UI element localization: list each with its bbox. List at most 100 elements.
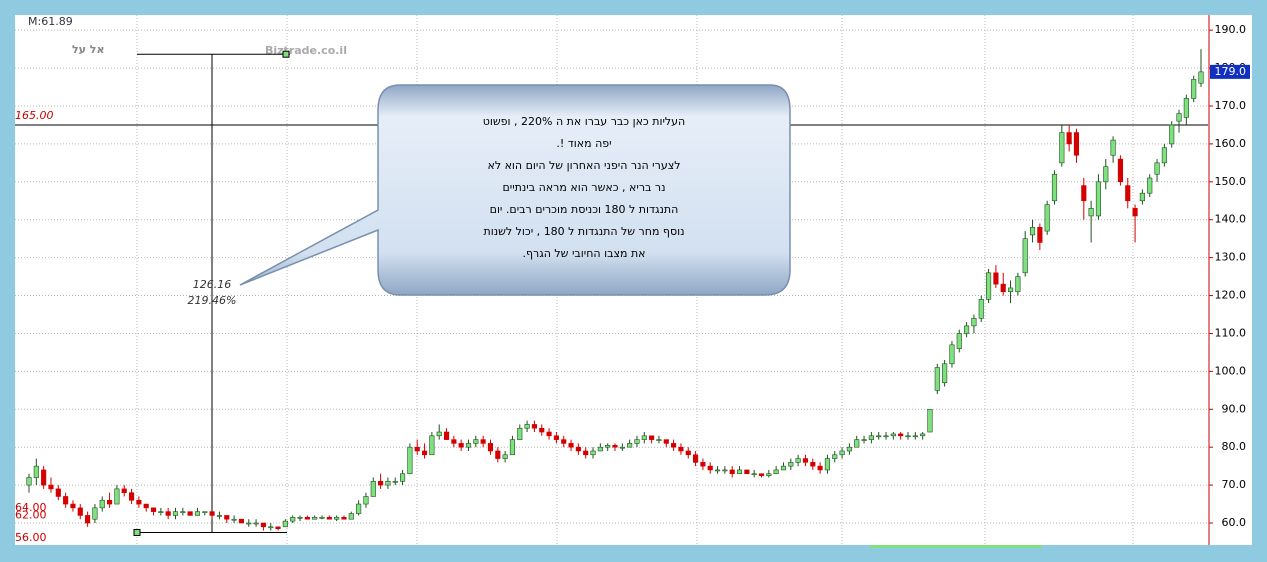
candle-body [202, 511, 208, 513]
candle-body [238, 518, 244, 524]
candle-body [421, 450, 428, 456]
candle-body [949, 344, 955, 365]
candle-body [1198, 71, 1204, 84]
candle-body [260, 522, 266, 528]
candle-body [590, 450, 596, 456]
watermark: Biztrade.co.il [265, 44, 347, 57]
candle-body [824, 458, 830, 471]
candle-body [1191, 79, 1197, 99]
candle-body [1110, 139, 1116, 156]
candle-body [348, 513, 354, 520]
candle-body [473, 439, 479, 444]
candle-body [780, 465, 787, 471]
candle-body [583, 450, 589, 456]
axis-area [1208, 15, 1252, 545]
candle-body [128, 492, 135, 501]
candle-body [678, 446, 684, 452]
candle-body [363, 496, 369, 505]
candle-body [795, 458, 801, 463]
candle-body [1125, 185, 1131, 202]
candle-body [1066, 132, 1072, 145]
candle-body [832, 454, 838, 459]
y-tick-label: 60.0 [1222, 516, 1247, 529]
candle-body [231, 518, 237, 521]
callout-line: יפה מאוד !. [556, 137, 611, 150]
candle-body [370, 481, 376, 497]
candle-body [268, 526, 274, 529]
candle-body [1000, 283, 1006, 293]
level-label: 62.00 [15, 508, 47, 521]
candle-body [561, 439, 567, 444]
candle-body [714, 469, 721, 472]
y-tick-label: 140.0 [1215, 213, 1247, 226]
candle-body [1154, 162, 1160, 175]
candle-body [788, 462, 794, 467]
candle-body [436, 431, 442, 437]
candle-body [400, 473, 406, 482]
candle-body [414, 446, 420, 452]
candle-body [77, 507, 83, 516]
measure-label: 219.46% [188, 294, 237, 307]
candle-body [246, 522, 252, 525]
candle-body [172, 511, 179, 516]
candle-body [546, 431, 552, 437]
measure-label: 126.16 [193, 278, 232, 291]
candle-body [1088, 208, 1094, 217]
callout-line: העליות כאן כבר עברו את ה 220% , ופשוט [483, 115, 686, 128]
candle-body [568, 443, 574, 448]
candle-body [495, 450, 501, 459]
candle-body [341, 517, 347, 520]
candle-body [964, 325, 970, 334]
candle-body [1051, 173, 1058, 202]
candle-body [736, 469, 743, 475]
candle-body [165, 511, 171, 516]
candle-body [861, 439, 867, 441]
candle-body [70, 503, 76, 509]
candle-body [810, 462, 816, 467]
candle-body [597, 446, 603, 452]
y-tick-label: 100.0 [1215, 364, 1247, 377]
candle-body [905, 435, 911, 438]
y-tick-label: 80.0 [1222, 440, 1247, 453]
candle-body [656, 439, 662, 441]
candle-body [1169, 124, 1175, 145]
candle-body [1139, 192, 1145, 202]
candle-body [282, 520, 288, 528]
candle-body [1037, 227, 1043, 243]
candle-body [817, 465, 823, 471]
candle-body [685, 450, 691, 456]
measure-handle [282, 50, 290, 58]
candle-body [253, 522, 259, 525]
candle-body [575, 446, 581, 452]
candle-body [927, 408, 933, 433]
bottom-marker [870, 545, 1042, 548]
candle-body [334, 517, 340, 520]
y-tick-label: 190.0 [1215, 23, 1247, 36]
y-tick-label: 160.0 [1215, 137, 1247, 150]
candle-body [846, 446, 852, 452]
candle-body [143, 503, 149, 509]
callout-line: נר בריא , כאשר הוא מראה בינתיים [502, 181, 665, 194]
level-label: 56.00 [15, 531, 47, 544]
candle-body [150, 507, 157, 512]
candle-body [612, 444, 618, 448]
candle-body [641, 435, 647, 440]
candle-body [693, 454, 699, 463]
candle-body [663, 439, 669, 444]
candle-body [480, 439, 486, 444]
plot: 60.0 70.0 80.0 90.0 100.0 110.0 120.0 130.0 140.… [15, 23, 1250, 544]
callout-line: לצערי הנר היפני האחרון של היום הוא לא [487, 159, 680, 172]
candle-body [290, 517, 296, 522]
candle-body [429, 435, 435, 456]
candle-body [326, 517, 332, 520]
candle-body [1044, 204, 1050, 232]
candle-body [194, 511, 201, 516]
candle-body [107, 499, 113, 505]
y-tick-label: 70.0 [1222, 478, 1247, 491]
candle-body [802, 458, 809, 463]
candle-body [41, 469, 47, 486]
candle-body [458, 443, 464, 448]
y-tick-label: 110.0 [1215, 326, 1247, 339]
candle-body [1147, 177, 1153, 194]
candle-body [1081, 185, 1087, 202]
